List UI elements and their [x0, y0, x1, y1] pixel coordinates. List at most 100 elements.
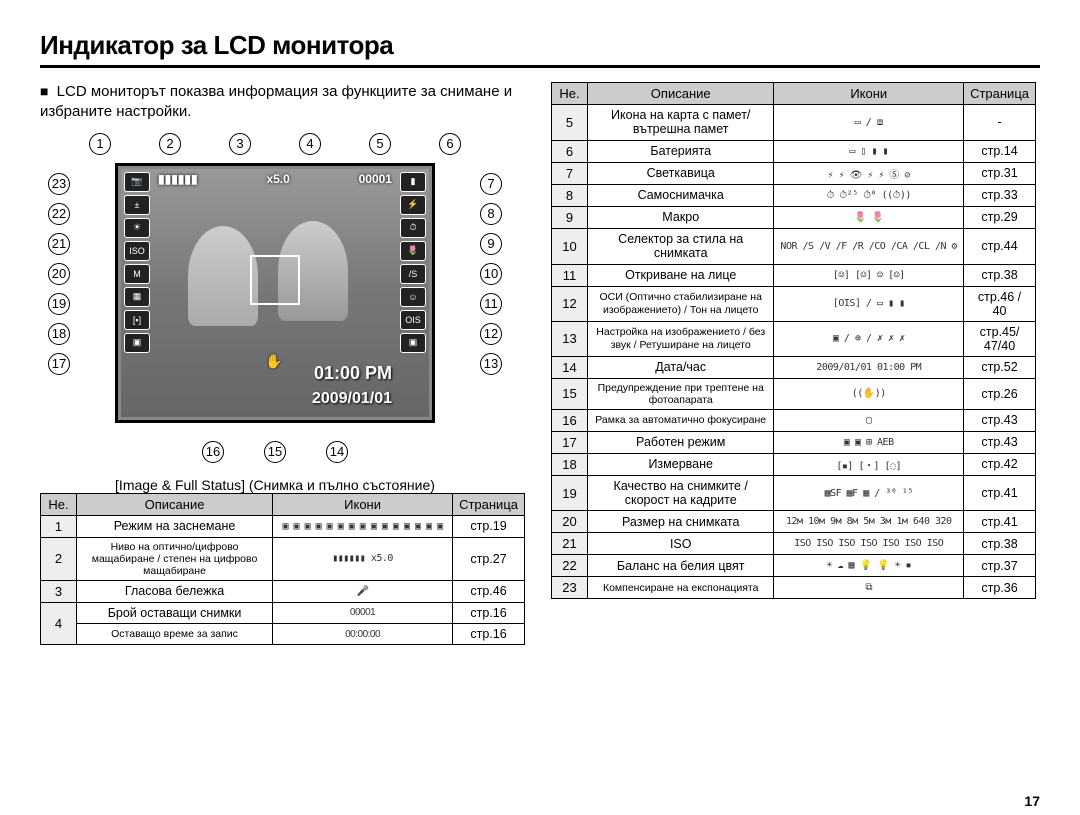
callout-9: 9: [480, 233, 502, 255]
macro-icon: 🌷: [400, 241, 426, 261]
table-row: 3Гласова бележка🎤стр.46: [41, 580, 525, 602]
cell-num: 6: [552, 140, 588, 162]
cell-num: 8: [552, 184, 588, 206]
callout-21: 21: [48, 233, 70, 255]
cell-page: стр.43: [964, 409, 1036, 431]
cell-desc: Рамка за автоматично фокусиране: [588, 409, 774, 431]
cell-page: стр.52: [964, 356, 1036, 378]
table-row: Оставащо време за запис00:00:00стр.16: [41, 624, 525, 645]
battery-icon: ▮: [400, 172, 426, 192]
timer-icon: ⏱: [400, 218, 426, 238]
cell-num: 5: [552, 105, 588, 141]
table-row: 21ISOISO ISO ISO ISO ISO ISO ISOстр.38: [552, 533, 1036, 555]
cell-num: 22: [552, 555, 588, 577]
cell-icons: ISO ISO ISO ISO ISO ISO ISO: [774, 533, 964, 555]
iso-icon: ISO: [124, 241, 150, 261]
callout-3: 3: [229, 133, 251, 155]
size-icon: M: [124, 264, 150, 284]
cell-desc: Предупреждение при трептене на фотоапара…: [588, 378, 774, 409]
callout-4: 4: [299, 133, 321, 155]
callout-20: 20: [48, 263, 70, 285]
cell-icons: ▣ ▣ ⊞ AEB: [774, 431, 964, 453]
th-num: Не.: [552, 83, 588, 105]
cell-desc: Брой оставащи снимки: [77, 602, 273, 623]
cell-page: стр.33: [964, 184, 1036, 206]
cell-icons: ▣ / ⊕ / ✗ ✗ ✗: [774, 321, 964, 356]
screen-date: 2009/01/01: [312, 390, 392, 408]
shake-icon: ✋: [265, 353, 282, 370]
cell-icons: ⏱ ⏱²⁵ ⏱⁰ ((⏱)): [774, 184, 964, 206]
callouts-right: 78910111213: [480, 173, 502, 375]
intro-body: LCD мониторът показва информация за функ…: [40, 83, 512, 120]
left-column: ■ LCD мониторът показва информация за фу…: [40, 82, 525, 645]
cell-icons: ▢: [774, 409, 964, 431]
table-row: 10Селектор за стила на снимкатаNOR /S /V…: [552, 228, 1036, 264]
callouts-bottom: 161514: [40, 441, 510, 463]
mode-icon: 📷: [124, 172, 150, 192]
bullet-icon: ■: [40, 83, 48, 99]
table-row: 11Откриване на лице[☺] [☺] ☺ [☺]стр.38: [552, 264, 1036, 286]
table-row: 5Икона на карта с памет/вътрешна памет▭ …: [552, 105, 1036, 141]
table-row: 7Светкавица⚡ ⚡ 👁 ⚡ ⚡ Ⓢ ⊘стр.31: [552, 162, 1036, 184]
cell-page: стр.44: [964, 228, 1036, 264]
table-row: 15Предупреждение при трептене на фотоапа…: [552, 378, 1036, 409]
cell-page: стр.38: [964, 533, 1036, 555]
cell-page: стр.14: [964, 140, 1036, 162]
cell-desc: Дата/час: [588, 356, 774, 378]
cell-page: стр.38: [964, 264, 1036, 286]
page-title: Индикатор за LCD монитора: [40, 30, 1040, 61]
cell-desc: ISO: [588, 533, 774, 555]
cell-icons: [▪] [・] [◌]: [774, 453, 964, 475]
cell-num: 19: [552, 475, 588, 511]
cell-num: 12: [552, 286, 588, 321]
wb-icon: ☀: [124, 218, 150, 238]
cell-desc: Батерията: [588, 140, 774, 162]
cell-page: стр.36: [964, 577, 1036, 599]
cell-page: стр.29: [964, 206, 1036, 228]
callout-5: 5: [369, 133, 391, 155]
cell-icons: ▭ ▯ ▮ ▮: [774, 140, 964, 162]
cell-icons: 00:00:00: [273, 624, 453, 645]
callout-13: 13: [480, 353, 502, 375]
cell-icons: 00001: [273, 602, 453, 623]
table-row: 4Брой оставащи снимки00001стр.16: [41, 602, 525, 623]
table-row: 9Макро🌷 🌷стр.29: [552, 206, 1036, 228]
cell-icons: ((✋)): [774, 378, 964, 409]
callout-18: 18: [48, 323, 70, 345]
table-row: 2Ниво на оптично/цифрово мащабиране / ст…: [41, 537, 525, 580]
callout-2: 2: [159, 133, 181, 155]
callout-8: 8: [480, 203, 502, 225]
th-desc: Описание: [588, 83, 774, 105]
cell-icons: ⚡ ⚡ 👁 ⚡ ⚡ Ⓢ ⊘: [774, 162, 964, 184]
face-icon: ☺: [400, 287, 426, 307]
cell-page: стр.19: [453, 515, 525, 537]
cell-desc: Светкавица: [588, 162, 774, 184]
cell-desc: ОСИ (Оптично стабилизиране на изображени…: [588, 286, 774, 321]
lcd-diagram: 123456 23222120191817 78910111213 161514…: [40, 133, 510, 493]
diagram-caption: [Image & Full Status] (Снимка и пълно съ…: [40, 477, 510, 493]
table-row: 16Рамка за автоматично фокусиране▢стр.43: [552, 409, 1036, 431]
cell-page: стр.16: [453, 602, 525, 623]
table-row: 18Измерване[▪] [・] [◌]стр.42: [552, 453, 1036, 475]
intro-text: ■ LCD мониторът показва информация за фу…: [40, 82, 525, 123]
cell-icons: ▣ ▣ ▣ ▣ ▣ ▣ ▣ ▣ ▣ ▣ ▣ ▣ ▣ ▣ ▣: [273, 515, 453, 537]
cell-icons: ☀ ☁ ▦ 💡 💡 ☀ ▪: [774, 555, 964, 577]
cell-page: стр.42: [964, 453, 1036, 475]
cell-icons: 12м 10м 9м 8м 5м 3м 1м 640 320: [774, 511, 964, 533]
cell-num: 10: [552, 228, 588, 264]
flash-icon: ⚡: [400, 195, 426, 215]
cell-page: стр.27: [453, 537, 525, 580]
cell-page: стр.41: [964, 511, 1036, 533]
table-row: 23Компенсиране на експонацията⧉стр.36: [552, 577, 1036, 599]
cell-num: 20: [552, 511, 588, 533]
cell-page: стр.41: [964, 475, 1036, 511]
callout-17: 17: [48, 353, 70, 375]
cell-num: 14: [552, 356, 588, 378]
adjust-icon: ▣: [400, 333, 426, 353]
cell-desc: Баланс на белия цвят: [588, 555, 774, 577]
table-row: 12ОСИ (Оптично стабилизиране на изображе…: [552, 286, 1036, 321]
content-columns: ■ LCD мониторът показва информация за фу…: [40, 82, 1040, 645]
screen-zoom-bar: ▮▮▮▮▮▮: [158, 172, 198, 186]
table-row: 14Дата/час2009/01/01 01:00 PMстр.52: [552, 356, 1036, 378]
th-page: Страница: [453, 493, 525, 515]
